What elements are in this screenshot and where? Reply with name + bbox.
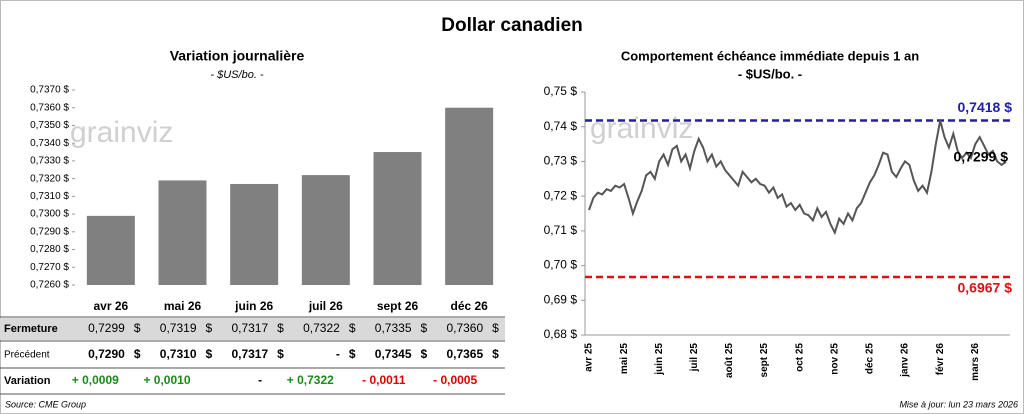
y-tick-label: 0,70 $ [544, 258, 578, 272]
bar [445, 107, 494, 286]
table-cell: 0,7345 [375, 347, 412, 361]
row-background [0, 318, 505, 340]
y-tick-label: 0,7300 $ [30, 209, 69, 220]
bar [86, 215, 135, 285]
bar [373, 152, 422, 285]
y-tick-label: 0,75 $ [544, 84, 578, 98]
y-tick-label: 0,7350 $ [30, 120, 69, 131]
x-tick-label: mars 26 [970, 343, 981, 381]
y-tick-label: 0,72 $ [544, 188, 578, 202]
series-line [588, 120, 1007, 236]
table-cell: 0,7360 [446, 321, 483, 335]
cell-unit: $ [492, 321, 499, 335]
bar [158, 180, 207, 285]
table-cell: 0,7317 [231, 347, 268, 361]
cell-unit: $ [492, 347, 499, 361]
y-tick-label: 0,7310 $ [30, 191, 69, 202]
table-cell: 0,7310 [160, 347, 197, 361]
x-tick-label: oct 25 [794, 343, 805, 372]
chart-title: Comportement échéance immédiate depuis 1… [621, 48, 919, 63]
row-label: Précédent [4, 350, 50, 361]
row-label: Variation [4, 375, 51, 387]
y-tick-label: 0,7290 $ [30, 226, 69, 237]
y-tick-label: 0,71 $ [544, 223, 578, 237]
x-tick-label: juin 25 [654, 343, 665, 376]
bar [301, 175, 350, 285]
update-date: Mise à jour: lun 23 mars 2026 [899, 399, 1018, 409]
cell-unit: $ [349, 347, 356, 361]
x-tick-label: août 25 [724, 343, 735, 378]
watermark: grainviz [590, 112, 693, 145]
cell-unit: $ [349, 321, 356, 335]
cell-unit: $ [134, 347, 141, 361]
y-tick-label: 0,7340 $ [30, 138, 69, 149]
table-cell: 0,7317 [231, 321, 268, 335]
table-cell: 0,7319 [160, 321, 197, 335]
y-tick-label: 0,69 $ [544, 292, 578, 306]
cell-unit: $ [421, 347, 428, 361]
chart-title: Variation journalière [170, 48, 305, 64]
table-cell: + 0,0009 [72, 373, 119, 387]
row-label: Fermeture [4, 323, 58, 335]
cell-unit: $ [134, 321, 141, 335]
table-cell: 0,7290 [88, 347, 125, 361]
source: Source: CME Group [5, 399, 86, 409]
y-tick-label: 0,74 $ [544, 119, 578, 133]
x-tick-label: févr 26 [935, 343, 946, 376]
table-cell: - 0,0011 [362, 373, 406, 387]
x-tick-label: avr 26 [93, 299, 128, 313]
cell-unit: $ [206, 321, 213, 335]
table-cell: 0,7365 [446, 347, 483, 361]
x-tick-label: mai 25 [619, 343, 630, 375]
y-tick-label: 0,7260 $ [30, 280, 69, 291]
cell-unit: $ [277, 347, 284, 361]
page-title: Dollar canadien [441, 15, 583, 36]
table-cell: - [258, 373, 262, 387]
x-tick-label: avr 25 [584, 343, 595, 372]
table-cell: 0,7322 [303, 321, 340, 335]
x-tick-label: sept 25 [759, 343, 770, 378]
chart-subtitle: - $US/bo. - [738, 66, 802, 81]
y-tick-label: 0,7270 $ [30, 262, 69, 273]
bar [230, 183, 279, 285]
table-cell: 0,7299 [88, 321, 125, 335]
y-tick-label: 0,7280 $ [30, 244, 69, 255]
y-tick-label: 0,68 $ [544, 327, 578, 341]
x-tick-label: juin 26 [234, 299, 273, 313]
table-cell: - [336, 347, 340, 361]
chart-subtitle: - $US/bo. - [210, 69, 264, 81]
table-cell: + 0,0010 [143, 373, 190, 387]
cell-unit: $ [206, 347, 213, 361]
y-tick-label: 0,7330 $ [30, 156, 69, 167]
y-tick-label: 0,7320 $ [30, 173, 69, 184]
reference-label: 0,7418 $ [958, 99, 1013, 115]
x-tick-label: juil 26 [308, 299, 343, 313]
x-tick-label: janv 26 [900, 343, 911, 378]
x-tick-label: déc 25 [865, 343, 876, 375]
x-tick-label: mai 26 [164, 299, 202, 313]
table-cell: + 0,7322 [287, 373, 334, 387]
x-tick-label: nov 25 [829, 343, 840, 375]
last-value-label: 0,7299 $ [954, 148, 1009, 164]
reference-label: 0,6967 $ [958, 280, 1013, 296]
watermark: grainviz [70, 116, 173, 149]
cell-unit: $ [421, 321, 428, 335]
cell-unit: $ [277, 321, 284, 335]
table-cell: - 0,0005 [433, 373, 477, 387]
x-tick-label: déc 26 [450, 299, 488, 313]
y-tick-label: 0,7360 $ [30, 102, 69, 113]
y-tick-label: 0,73 $ [544, 154, 578, 168]
x-tick-label: sept 26 [377, 299, 419, 313]
y-tick-label: 0,7370 $ [30, 85, 69, 96]
table-cell: 0,7335 [375, 321, 412, 335]
x-tick-label: juil 25 [689, 343, 700, 373]
